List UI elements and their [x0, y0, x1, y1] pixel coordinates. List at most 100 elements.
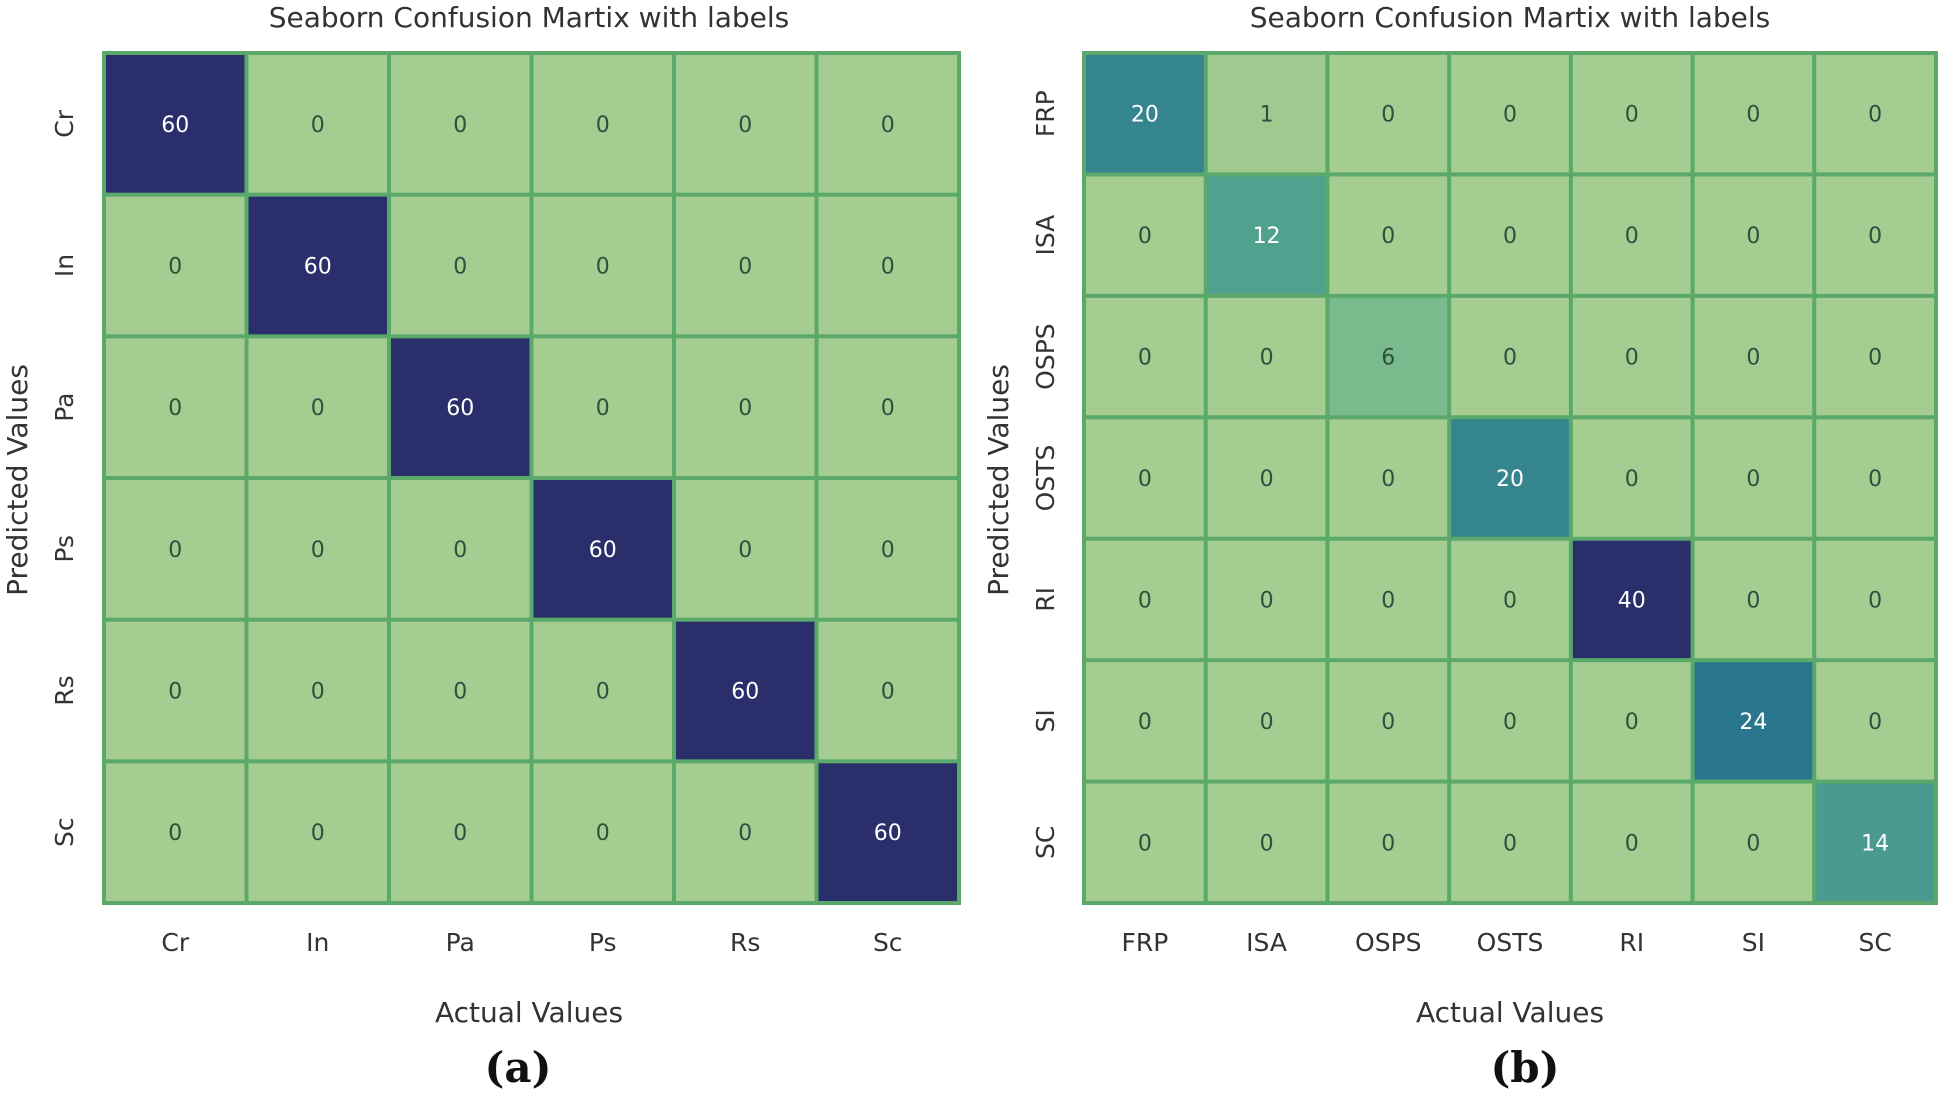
cell-value-label: 0: [1260, 831, 1274, 856]
cell-value-label: 0: [881, 113, 895, 138]
cell-value-label: 0: [1868, 224, 1882, 249]
heatmap-cell: [1207, 540, 1326, 659]
confusion-matrix-a: Seaborn Confusion Martix with labels 60 0…: [1, 1, 961, 1092]
heatmap-cell: [1329, 662, 1448, 780]
heatmap-cell: [391, 763, 530, 901]
heatmap-cell: [106, 763, 245, 901]
y-tick-label: In: [50, 254, 79, 277]
heatmap-cell: [676, 55, 815, 193]
cell-value-label: 0: [1625, 346, 1639, 371]
cell-value-label: 0: [596, 680, 610, 705]
heatmap-cell: [533, 621, 672, 760]
cell-value-label: 0: [168, 538, 182, 563]
heatmap-cell: [818, 763, 957, 901]
chart-title-b: Seaborn Confusion Martix with labels: [1250, 1, 1771, 34]
heatmap-cell: [1086, 662, 1204, 780]
cell-value-label: 0: [1260, 588, 1274, 613]
cell-value-label: 0: [1381, 103, 1395, 128]
cell-value-label: 0: [1625, 710, 1639, 735]
heatmap-cell: [533, 55, 672, 193]
heatmap-cell: [1572, 176, 1691, 294]
cell-value-label: 0: [311, 821, 325, 846]
heatmap-cell: [1572, 297, 1691, 416]
heatmap-cell: [676, 338, 815, 476]
heatmap-cell: [1329, 55, 1448, 173]
x-tick-label: Pa: [446, 928, 475, 957]
cell-value-label: 0: [1503, 224, 1517, 249]
heatmap-cell: [391, 338, 530, 476]
heatmap-cell: [1816, 297, 1934, 416]
cell-value-label: 0: [596, 396, 610, 421]
x-axis-label-a: Actual Values: [435, 996, 623, 1029]
panel-caption-b: (b): [1490, 1043, 1559, 1092]
heatmap-cell: [1451, 540, 1569, 659]
heatmap-cell: [1329, 540, 1448, 659]
heatmap-cell: [1086, 55, 1204, 173]
cell-value-label: 60: [446, 396, 474, 421]
y-axis-label-b: Predicted Values: [982, 364, 1015, 596]
cell-value-label: 0: [1138, 224, 1152, 249]
cell-value-label: 20: [1131, 103, 1159, 128]
heatmap-cell: [248, 763, 387, 901]
cell-value-label: 0: [1503, 346, 1517, 371]
cell-value-label: 0: [1746, 588, 1760, 613]
heatmap-cell: [1694, 783, 1813, 901]
cell-value-label: 0: [1138, 831, 1152, 856]
cell-value-label: 0: [453, 680, 467, 705]
heatmap-cell: [533, 196, 672, 335]
heatmap-cell: [676, 621, 815, 760]
heatmap-cell: [1451, 662, 1569, 780]
y-tick-label: Rs: [50, 675, 79, 705]
heatmap-cell: [818, 480, 957, 618]
heatmap-cell: [1329, 783, 1448, 901]
heatmap-cell: [1451, 419, 1569, 537]
x-tick-label: ISA: [1246, 928, 1287, 957]
cell-value-label: 6: [1381, 346, 1395, 371]
heatmap-cell: [106, 338, 245, 476]
cell-value-label: 0: [311, 396, 325, 421]
cell-value-label: 0: [1260, 346, 1274, 371]
heatmap-cell: [248, 55, 387, 193]
heatmap-cell: [1816, 540, 1934, 659]
heatmap-cell: [676, 196, 815, 335]
cell-value-label: 20: [1496, 467, 1524, 492]
cell-value-label: 12: [1253, 224, 1281, 249]
heatmap-cell: [1086, 297, 1204, 416]
heatmap-cell: [676, 480, 815, 618]
cell-value-label: 0: [1625, 467, 1639, 492]
cell-value-label: 0: [168, 680, 182, 705]
heatmap-cell: [818, 338, 957, 476]
heatmap-cell: [1816, 419, 1934, 537]
y-tick-label: SC: [1031, 826, 1060, 859]
cell-value-label: 40: [1618, 588, 1646, 613]
x-tick-label: In: [306, 928, 329, 957]
cell-value-label: 0: [596, 255, 610, 280]
cell-value-label: 0: [1868, 467, 1882, 492]
cell-value-label: 0: [1868, 346, 1882, 371]
y-tick-label: Ps: [50, 535, 79, 563]
heatmap-cell: [1086, 176, 1204, 294]
cell-value-label: 0: [738, 396, 752, 421]
cell-value-label: 0: [738, 113, 752, 138]
x-tick-labels-b: FRP ISA OSPS OSTS RI SI SC: [1121, 928, 1891, 957]
y-tick-label: Cr: [50, 109, 79, 137]
cell-value-label: 0: [1746, 103, 1760, 128]
cell-value-label: 0: [738, 821, 752, 846]
cell-value-label: 1: [1260, 103, 1274, 128]
cell-value-label: 60: [161, 113, 189, 138]
chart-title-a: Seaborn Confusion Martix with labels: [269, 1, 790, 34]
heatmap-cell: [1694, 662, 1813, 780]
cell-value-label: 0: [453, 538, 467, 563]
x-tick-label: OSTS: [1477, 928, 1544, 957]
heatmap-cell: [1207, 783, 1326, 901]
cell-value-label: 0: [453, 255, 467, 280]
heatmap-cell: [391, 480, 530, 618]
heatmap-cell: [1451, 297, 1569, 416]
x-tick-label: RI: [1619, 928, 1644, 957]
cell-value-label: 0: [1746, 467, 1760, 492]
heatmap-cell: [818, 621, 957, 760]
heatmap-cell: [1694, 297, 1813, 416]
cell-value-label: 0: [1260, 467, 1274, 492]
y-tick-label: Pa: [50, 393, 79, 422]
